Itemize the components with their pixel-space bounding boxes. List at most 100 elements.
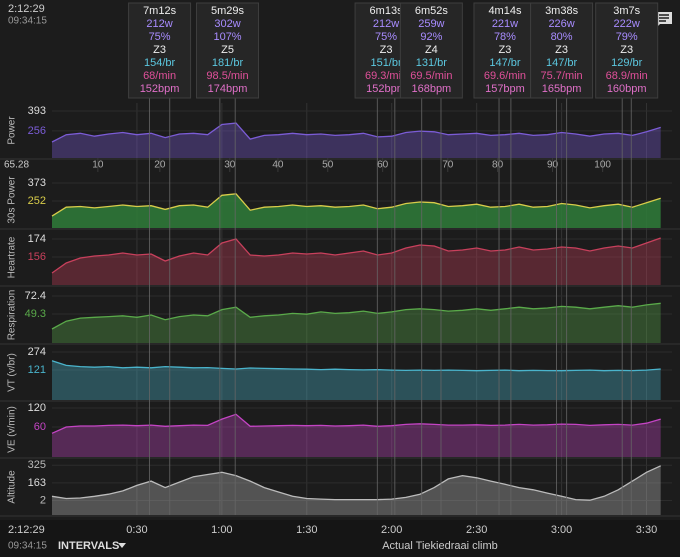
interval-ve: 68/min (143, 70, 176, 82)
interval-vt: 181/br (212, 57, 244, 69)
interval-box-bg (473, 2, 537, 99)
interval-power: 302w (214, 18, 240, 30)
interval-percent: 75% (375, 31, 397, 43)
y-axis-label: 30s Power (7, 176, 18, 224)
interval-hr: 160bpm (607, 83, 647, 95)
comment-icon[interactable] (656, 12, 672, 28)
y-tick-label: 174 (28, 233, 46, 245)
line (51, 360, 661, 372)
distance-tick-label: 100 (594, 160, 611, 171)
interval-hr: 165bpm (542, 83, 582, 95)
distance-tick-label: 70 (442, 160, 454, 171)
line (51, 465, 661, 501)
footer-clock: 09:34:15 (8, 541, 47, 552)
y-tick-label: 60 (34, 421, 46, 433)
x-tick-label: 1:00 (211, 524, 232, 536)
interval-power: 212w (146, 18, 172, 30)
interval-ve: 75.7/min (540, 70, 582, 82)
distance-tick-label: 50 (322, 160, 334, 171)
interval-ve: 68.9/min (606, 70, 648, 82)
interval-zone: Z3 (620, 44, 633, 56)
distance-tick-label: 30 (224, 160, 236, 171)
y-axis-label: Power (7, 116, 18, 145)
interval-box-bg (196, 2, 260, 99)
interval-duration: 5m29s (211, 5, 245, 17)
y-tick-label: 120 (28, 402, 46, 414)
y-tick-label: 325 (28, 459, 46, 471)
interval-ve: 69.6/min (484, 70, 526, 82)
interval-vt: 154/br (144, 57, 176, 69)
interval-duration: 3m7s (613, 5, 640, 17)
y-tick-label: 156 (28, 251, 46, 263)
interval-vt: 129/br (611, 57, 643, 69)
line (51, 237, 661, 274)
interval-power: 221w (492, 18, 518, 30)
menu-arrow[interactable] (118, 543, 126, 548)
interval-box-bg (595, 2, 659, 99)
line (51, 122, 661, 143)
area-fill (52, 123, 661, 158)
activity-name: Actual Tiekiedraai climb (382, 540, 498, 552)
intervals-menu[interactable]: INTERVALS (58, 540, 119, 552)
y-tick-label: 49.3 (25, 308, 46, 320)
interval-power: 222w (614, 18, 640, 30)
interval-percent: 79% (616, 31, 638, 43)
distance-tick-label: 60 (377, 160, 389, 171)
interval-power: 259w (418, 18, 444, 30)
interval-vt: 151/br (370, 57, 402, 69)
distance-tick-label: 40 (272, 160, 284, 171)
interval-box-bg (128, 2, 192, 99)
interval-hr: 157bpm (485, 83, 525, 95)
y-tick-label: 252 (28, 195, 46, 207)
interval-vt: 147/br (546, 57, 578, 69)
interval-zone: Z3 (555, 44, 568, 56)
interval-zone: Z3 (153, 44, 166, 56)
interval-vt: 131/br (416, 57, 448, 69)
interval-percent: 75% (149, 31, 171, 43)
interval-hr: 152bpm (366, 83, 406, 95)
interval-duration: 4m14s (488, 5, 522, 17)
interval-ve: 98.5/min (206, 70, 248, 82)
y-axis-label: VE (v/min) (7, 406, 18, 453)
interval-vt: 147/br (489, 57, 521, 69)
line (51, 413, 661, 434)
footer-time: 2:12:29 (8, 524, 45, 536)
interval-box-bg (530, 2, 594, 99)
y-tick-label: 274 (28, 346, 46, 358)
y-tick-label: 373 (28, 177, 46, 189)
interval-percent: 92% (420, 31, 442, 43)
y-axis-label: VT (v/br) (7, 353, 18, 392)
x-tick-label: 2:00 (381, 524, 402, 536)
y-axis-label: Altitude (7, 470, 18, 504)
y-axis-label: Respiration (7, 290, 18, 341)
area-fill (52, 303, 661, 343)
distance-tick-label: 10 (92, 160, 104, 171)
interval-hr: 174bpm (208, 83, 248, 95)
interval-duration: 6m52s (415, 5, 449, 17)
x-tick-label: 2:30 (466, 524, 487, 536)
interval-ve: 69.3/min (365, 70, 407, 82)
interval-hr: 168bpm (411, 83, 451, 95)
interval-zone: Z5 (221, 44, 234, 56)
interval-zone: Z3 (499, 44, 512, 56)
x-tick-label: 3:00 (551, 524, 572, 536)
interval-percent: 78% (494, 31, 516, 43)
interval-power: 212w (373, 18, 399, 30)
interval-power: 226w (548, 18, 574, 30)
icon-shape (656, 12, 672, 28)
distance-tick-label: 90 (547, 160, 559, 171)
icon-lines (659, 14, 669, 22)
distance-tick-label: 20 (154, 160, 166, 171)
interval-percent: 80% (551, 31, 573, 43)
line (51, 193, 661, 217)
interval-duration: 7m12s (143, 5, 177, 17)
interval-zone: Z4 (425, 44, 438, 56)
